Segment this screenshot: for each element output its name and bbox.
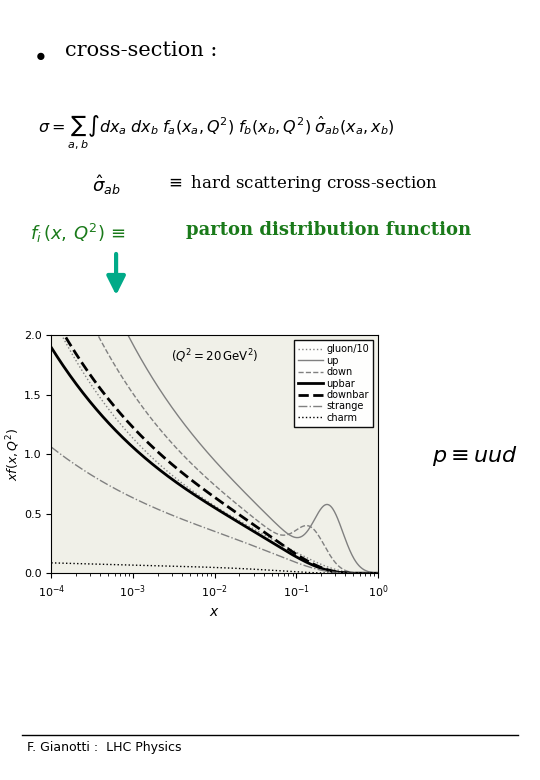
Text: $f_i\,(x,\, Q^2)\,\equiv$: $f_i\,(x,\, Q^2)\,\equiv$ — [30, 222, 125, 246]
X-axis label: $x$: $x$ — [210, 605, 220, 619]
Legend: gluon/10, up, down, upbar, downbar, strange, charm: gluon/10, up, down, upbar, downbar, stra… — [294, 340, 373, 427]
Text: parton distribution function: parton distribution function — [186, 221, 471, 239]
Text: $\hat{\sigma}_{ab}$: $\hat{\sigma}_{ab}$ — [92, 173, 120, 197]
Text: F. Gianotti :  LHC Physics: F. Gianotti : LHC Physics — [27, 741, 181, 754]
Text: $\sigma = \sum_{a,b} \int dx_a\; dx_b\; f_a(x_a, Q^2)\; f_b(x_b, Q^2)\; \hat{\si: $\sigma = \sum_{a,b} \int dx_a\; dx_b\; … — [38, 113, 394, 151]
Text: cross-section :: cross-section : — [65, 41, 217, 59]
Text: $p \equiv uud$: $p \equiv uud$ — [432, 445, 518, 468]
Text: $(Q^2=20\, \mathrm{GeV}^2)$: $(Q^2=20\, \mathrm{GeV}^2)$ — [171, 347, 258, 365]
Text: $\equiv$ hard scattering cross-section: $\equiv$ hard scattering cross-section — [165, 173, 437, 194]
Y-axis label: $xf(x,Q^2)$: $xf(x,Q^2)$ — [5, 427, 23, 481]
Text: $\bullet$: $\bullet$ — [32, 43, 46, 67]
